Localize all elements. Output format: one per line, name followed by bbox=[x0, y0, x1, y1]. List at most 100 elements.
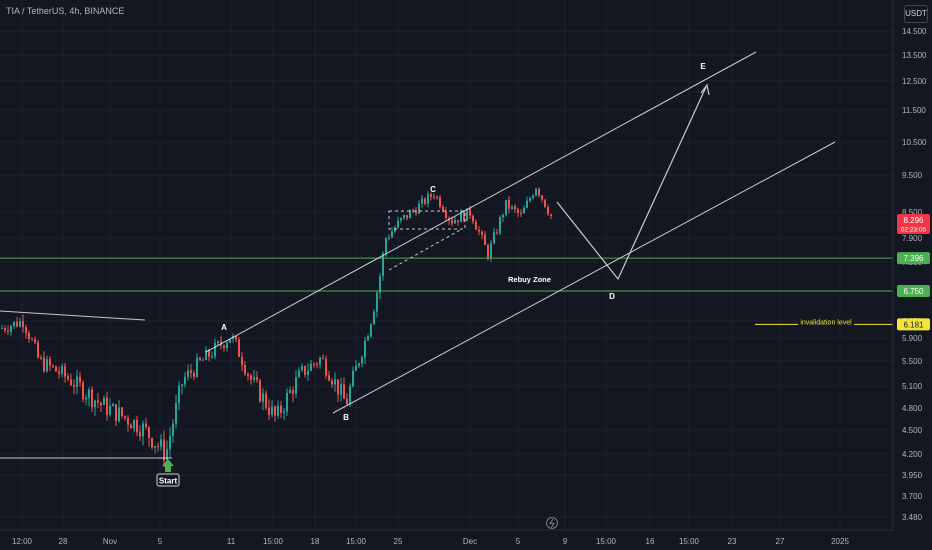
y-tick-label: 3.950 bbox=[902, 471, 923, 480]
candle-body bbox=[523, 207, 525, 214]
candle-body bbox=[307, 370, 309, 375]
x-tick-label: 23 bbox=[728, 537, 737, 546]
candle-body bbox=[109, 405, 111, 415]
wave-label-c: C bbox=[430, 185, 436, 194]
candle-body bbox=[334, 379, 336, 385]
x-tick-label: 27 bbox=[776, 537, 785, 546]
lightning-icon-glyph bbox=[549, 518, 555, 529]
price-tag-support bbox=[897, 285, 930, 297]
candle-body bbox=[76, 376, 78, 387]
candle-body bbox=[532, 195, 534, 199]
candle-body bbox=[64, 366, 66, 377]
y-tick-label: 3.700 bbox=[902, 492, 923, 501]
candle-body bbox=[244, 365, 246, 374]
candle-body bbox=[436, 196, 438, 198]
candle-body bbox=[373, 311, 375, 325]
candle-body bbox=[346, 398, 348, 405]
candle-body bbox=[361, 357, 363, 364]
candle-body bbox=[493, 232, 495, 244]
candle-body bbox=[118, 407, 120, 422]
candle-body bbox=[13, 321, 15, 327]
candle-body bbox=[184, 376, 186, 385]
candle-body bbox=[85, 397, 87, 400]
candle-body bbox=[154, 446, 156, 448]
candle-body bbox=[391, 231, 393, 238]
candle-body bbox=[343, 384, 345, 399]
candle-body bbox=[52, 365, 54, 367]
x-tick-label: Dec bbox=[463, 537, 477, 546]
price-tag-countdown: 02:23:05 bbox=[901, 227, 927, 234]
candle-body bbox=[133, 419, 135, 429]
candle-body bbox=[49, 358, 51, 366]
candle-body bbox=[406, 214, 408, 219]
candle-body bbox=[73, 385, 75, 387]
candle-body bbox=[259, 380, 261, 402]
candle-body bbox=[430, 194, 432, 197]
candle-body bbox=[139, 432, 141, 437]
candle-body bbox=[247, 373, 249, 376]
x-tick-label: 5 bbox=[516, 537, 521, 546]
x-tick-label: 11 bbox=[227, 537, 236, 546]
candle-body bbox=[4, 328, 6, 331]
candle-body bbox=[91, 389, 93, 408]
candle-body bbox=[1, 328, 3, 330]
candle-body bbox=[355, 365, 357, 371]
wave-label-a: A bbox=[221, 323, 227, 332]
candle-body bbox=[10, 326, 12, 332]
candle-body bbox=[316, 363, 318, 365]
candle-body bbox=[37, 342, 39, 358]
x-tick-label: 15:00 bbox=[346, 537, 367, 546]
candle-body bbox=[229, 338, 231, 343]
candle-body bbox=[175, 402, 177, 424]
candle-body bbox=[157, 446, 159, 448]
candle-body bbox=[340, 384, 342, 395]
x-tick-label: 12:00 bbox=[12, 537, 33, 546]
candle-body bbox=[226, 342, 228, 349]
candle-body bbox=[427, 194, 429, 204]
candle-body bbox=[313, 363, 315, 365]
candle-body bbox=[358, 363, 360, 366]
candle-body bbox=[397, 220, 399, 228]
price-tag-label: 6.181 bbox=[903, 320, 924, 329]
candle-body bbox=[283, 411, 285, 413]
candlestick-series bbox=[1, 187, 552, 468]
x-tick-label: 28 bbox=[59, 537, 68, 546]
candle-body bbox=[295, 377, 297, 394]
candle-body bbox=[124, 416, 126, 418]
consolidation-box bbox=[388, 210, 466, 230]
drawings: Start A B C D E Rebuy Zone invalidation level bbox=[0, 51, 893, 487]
time-axis: 12:00 28 Nov 5 11 15:00 18 15:00 25 Dec 5 9 15:00 16 1… bbox=[0, 517, 893, 546]
price-axis-bg bbox=[893, 0, 932, 550]
candle-body bbox=[451, 220, 453, 224]
candle-body bbox=[286, 393, 288, 412]
y-tick-label: 10.500 bbox=[902, 138, 927, 147]
candle-body bbox=[166, 449, 168, 461]
candle-body bbox=[301, 365, 303, 371]
candle-body bbox=[136, 419, 138, 433]
candle-body bbox=[511, 206, 513, 209]
candle-body bbox=[433, 196, 435, 198]
x-tick-label: 5 bbox=[158, 537, 163, 546]
candle-body bbox=[43, 357, 45, 372]
price-tag-label: 6.750 bbox=[903, 287, 924, 296]
consolidation-diagonal bbox=[388, 228, 463, 271]
candle-body bbox=[352, 370, 354, 387]
candle-body bbox=[517, 209, 519, 213]
candle-body bbox=[544, 199, 546, 208]
candle-body bbox=[16, 321, 18, 327]
candle-body bbox=[388, 237, 390, 239]
candle-body bbox=[214, 342, 216, 357]
x-tick-label: 18 bbox=[311, 537, 320, 546]
candle-body bbox=[514, 206, 516, 210]
candle-body bbox=[25, 327, 27, 333]
invalidation-level-label: invalidation level bbox=[800, 320, 852, 327]
candle-body bbox=[325, 358, 327, 376]
currency-button[interactable]: USDT bbox=[904, 5, 928, 23]
candle-body bbox=[193, 372, 195, 377]
candle-body bbox=[385, 238, 387, 254]
projection-path bbox=[556, 86, 707, 281]
candle-body bbox=[502, 215, 504, 218]
candle-body bbox=[106, 397, 108, 415]
y-tick-label: 4.200 bbox=[902, 450, 923, 459]
